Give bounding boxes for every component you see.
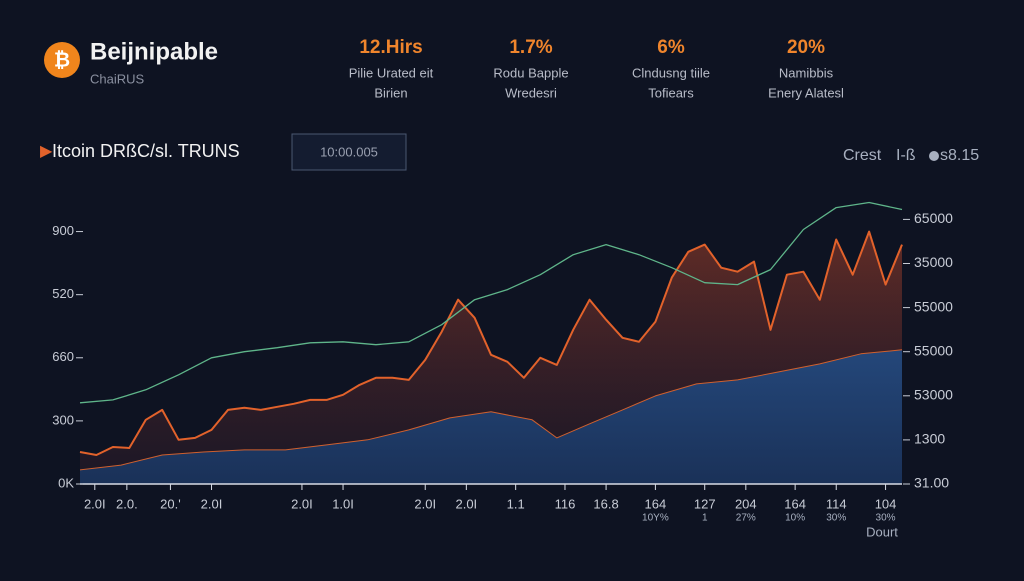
x-tick-label: 164	[645, 496, 667, 511]
y2-tick-label: 53000	[914, 387, 953, 403]
plot: 0K 300 660 520 900 31.00 1300 53000 55000 55000 35…	[52, 201, 953, 524]
x-tick-label: 2.0.	[116, 496, 138, 511]
toolbar-right: Crest	[843, 147, 882, 164]
y2-tick-label: 1300	[914, 431, 945, 447]
y-tick-label: 300	[52, 412, 74, 427]
x-tick-sublabel: 30%	[826, 513, 846, 524]
x-tick-sublabel: 10Y%	[642, 513, 669, 524]
brand: Beijnipable	[90, 38, 218, 65]
x-tick-label: 2.0I	[455, 496, 477, 511]
y-tick-label: 900	[52, 223, 74, 238]
y2-tick-label: 65000	[914, 210, 953, 226]
logo	[44, 42, 80, 78]
x-tick-label: 2.0I	[84, 496, 106, 511]
stat-value: 1.7%	[509, 37, 552, 58]
toolbar-title: Itcoin DRßC/sl. TRUNS	[52, 141, 240, 161]
series-line	[79, 230, 903, 456]
stat-value: 6%	[657, 37, 685, 58]
toolbar-icon: ▶	[40, 143, 53, 160]
y2-tick-label: 55000	[914, 298, 953, 314]
y2-tick-label: 35000	[914, 254, 953, 270]
y-tick-label: 0K	[58, 475, 74, 490]
x-axis-label: Dourt	[866, 524, 898, 539]
stat-label: Pilie Urated eit	[349, 65, 434, 80]
x-tick-sublabel: 1	[702, 513, 708, 524]
input-box[interactable]	[291, 133, 407, 171]
stat-label: Wredesri	[505, 85, 557, 100]
series-line	[79, 201, 903, 404]
x-tick-label: 2.0I	[201, 496, 223, 511]
y2-tick-label: 31.00	[914, 475, 949, 491]
x-tick-label: 2.0I	[291, 496, 313, 511]
series-line	[79, 349, 903, 471]
x-tick-label: 127	[694, 496, 716, 511]
stats: 12.Hirs Pilie Urated eit Birien 1.7% Rodu Ba…	[349, 37, 844, 100]
x-tick-sublabel: 30%	[876, 513, 896, 524]
y-tick-label: 660	[52, 349, 74, 364]
x-tick-sublabel: 10%	[785, 513, 805, 524]
x-tick-label: 204	[735, 496, 757, 511]
stat-label: Clndusng tiile	[632, 65, 710, 80]
stat-label: Namibbis	[779, 65, 834, 80]
x-tick-label: 164	[784, 496, 806, 511]
brand-subtitle: ChaiRUS	[90, 71, 145, 86]
x-tick-label: 16.8	[593, 496, 618, 511]
y2-tick-label: 55000	[914, 342, 953, 358]
x-tick-label: 2.0I	[414, 496, 436, 511]
y-tick-label: 520	[52, 286, 74, 301]
x-tick-label: 116	[555, 496, 576, 511]
toolbar-right: s8.15	[940, 147, 979, 164]
stat-label: Tofiears	[648, 85, 694, 100]
logo-glyph: ₿	[54, 49, 70, 71]
toolbar-dot	[929, 151, 939, 161]
stat-label: Rodu Bapple	[493, 65, 568, 80]
x-tick-label: 1.1	[507, 496, 525, 511]
x-tick-sublabel: 27%	[736, 513, 756, 524]
input-text[interactable]: 10:00.005	[320, 144, 378, 159]
stat-value: 12.Hirs	[359, 37, 422, 58]
x-tick-label: 1.0I	[332, 496, 354, 511]
x-tick-label: 20.'	[160, 496, 181, 511]
stat-value: 20%	[787, 37, 825, 58]
stat-label: Enery Alatesl	[768, 85, 844, 100]
series-area	[80, 349, 902, 484]
x-tick-label: 104	[875, 496, 897, 511]
toolbar-right: I-ß	[896, 147, 916, 164]
stat-label: Birien	[374, 85, 407, 100]
x-tick-label: 114	[826, 496, 847, 511]
